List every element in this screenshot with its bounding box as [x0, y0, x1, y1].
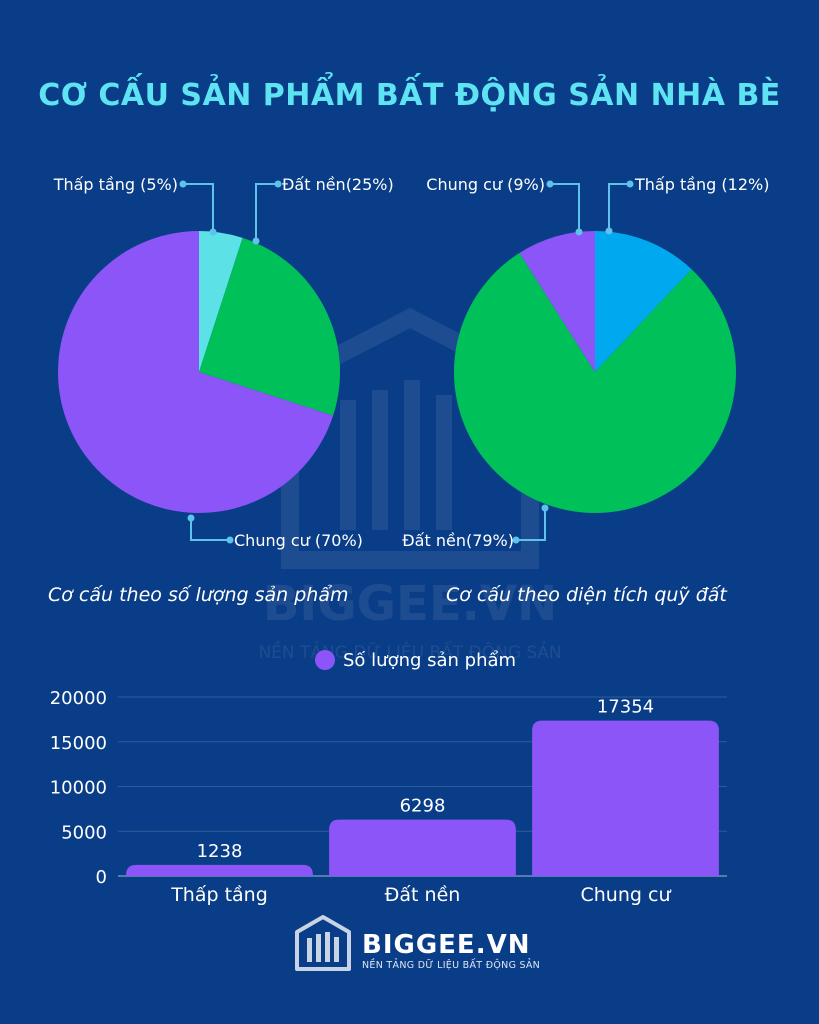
- bar-chart-product-quantity: 0 5000 10000 15000 20000 1238 Thấp tầng 6298 Đất…: [50, 650, 727, 906]
- pie-leader-dot-2-2: [274, 180, 282, 188]
- pie-slice-label-3: Chung cư (70%): [234, 531, 363, 550]
- pie-slice-1: [595, 231, 692, 372]
- x-tick-label-3: Chung cư: [581, 884, 672, 906]
- watermark-brand: BIGGEE.VN: [263, 576, 557, 632]
- pie-slice-3: [57, 231, 334, 513]
- building-bars-icon: [295, 915, 351, 971]
- footer-tagline: NỀN TẢNG DỮ LIỆU BẤT ĐỘNG SẢN: [362, 960, 541, 971]
- pie-caption-product-count: Cơ cấu theo số lượng sản phẩm: [48, 584, 348, 606]
- pie-chart-product-count: Thấp tầng (5%) Đất nền(25%) Chung cư (70%): [53, 175, 394, 550]
- y-tick-label-3: 10000: [50, 778, 107, 799]
- pie-caption-land-area: Cơ cấu theo diện tích quỹ đất: [446, 584, 728, 606]
- pie-leader-dot-1-2: [626, 180, 634, 188]
- bar-2: [329, 819, 516, 876]
- pie-leader-dot-3-2: [546, 180, 554, 188]
- pie-leader-line-2: [516, 508, 546, 541]
- watermark-bar-2: [372, 390, 388, 530]
- pie-leader-dot-1-1: [605, 227, 613, 235]
- pie-leader-line-1: [183, 183, 214, 232]
- pie-leader-line-2: [255, 183, 278, 241]
- y-tick-label-1: 0: [96, 867, 107, 888]
- x-tick-label-2: Đất nền: [385, 884, 461, 906]
- pie-leader-line-3: [550, 183, 580, 232]
- bar-data-label-2: 6298: [400, 796, 446, 817]
- pie-leader-dot-1-1: [209, 228, 217, 236]
- pie-leader-line-3: [190, 518, 230, 541]
- pie-slice-label-2: Đất nền(79%): [402, 531, 514, 550]
- pie-leader-dot-2-1: [252, 237, 260, 245]
- legend-label: Số lượng sản phẩm: [343, 650, 516, 671]
- pie-leader-dot-3-2: [226, 536, 234, 544]
- bar-data-label-1: 1238: [197, 841, 243, 862]
- bar-data-label-3: 17354: [597, 697, 654, 718]
- pie-slice-label-2: Đất nền(25%): [282, 175, 394, 194]
- y-tick-label-4: 15000: [50, 733, 107, 754]
- legend-swatch: [315, 650, 335, 670]
- pie-slice-label-1: Thấp tầng (12%): [634, 175, 769, 194]
- pie-slice-label-3: Chung cư (9%): [426, 175, 545, 194]
- pie-leader-dot-3-1: [187, 514, 195, 522]
- watermark-bar-3: [404, 380, 420, 530]
- watermark-bar-1: [340, 400, 356, 530]
- pie-slice-2: [199, 237, 340, 416]
- footer-brand: BIGGEE.VN: [362, 930, 531, 960]
- watermark-tagline: NỀN TẢNG DỮ LIỆU BẤT ĐỘNG SẢN: [258, 639, 561, 663]
- bar-3: [532, 720, 719, 876]
- pie-leader-dot-2-1: [541, 504, 549, 512]
- y-tick-label-5: 20000: [50, 688, 107, 709]
- page-title: CƠ CẤU SẢN PHẨM BẤT ĐỘNG SẢN NHÀ BÈ: [38, 78, 781, 113]
- pie-slice-label-1: Thấp tầng (5%): [53, 175, 178, 194]
- watermark-bar-4: [436, 395, 452, 530]
- pie-leader-dot-2-2: [512, 536, 520, 544]
- pie-chart-land-area: Thấp tầng (12%) Đất nền(79%) Chung cư (9%): [402, 175, 769, 550]
- pie-slice-2: [454, 252, 737, 513]
- pie-slice-3: [519, 231, 595, 372]
- x-tick-label-1: Thấp tầng: [170, 884, 268, 906]
- pie-leader-dot-3-1: [575, 228, 583, 236]
- footer-logo: [292, 912, 354, 978]
- y-tick-label-2: 5000: [61, 822, 107, 843]
- pie-leader-line-1: [608, 183, 630, 231]
- pie-leader-dot-1-2: [179, 180, 187, 188]
- pie-slice-1: [199, 231, 243, 372]
- bar-1: [126, 864, 313, 876]
- watermark: BIGGEE.VN NỀN TẢNG DỮ LIỆU BẤT ĐỘNG SẢN: [258, 307, 562, 663]
